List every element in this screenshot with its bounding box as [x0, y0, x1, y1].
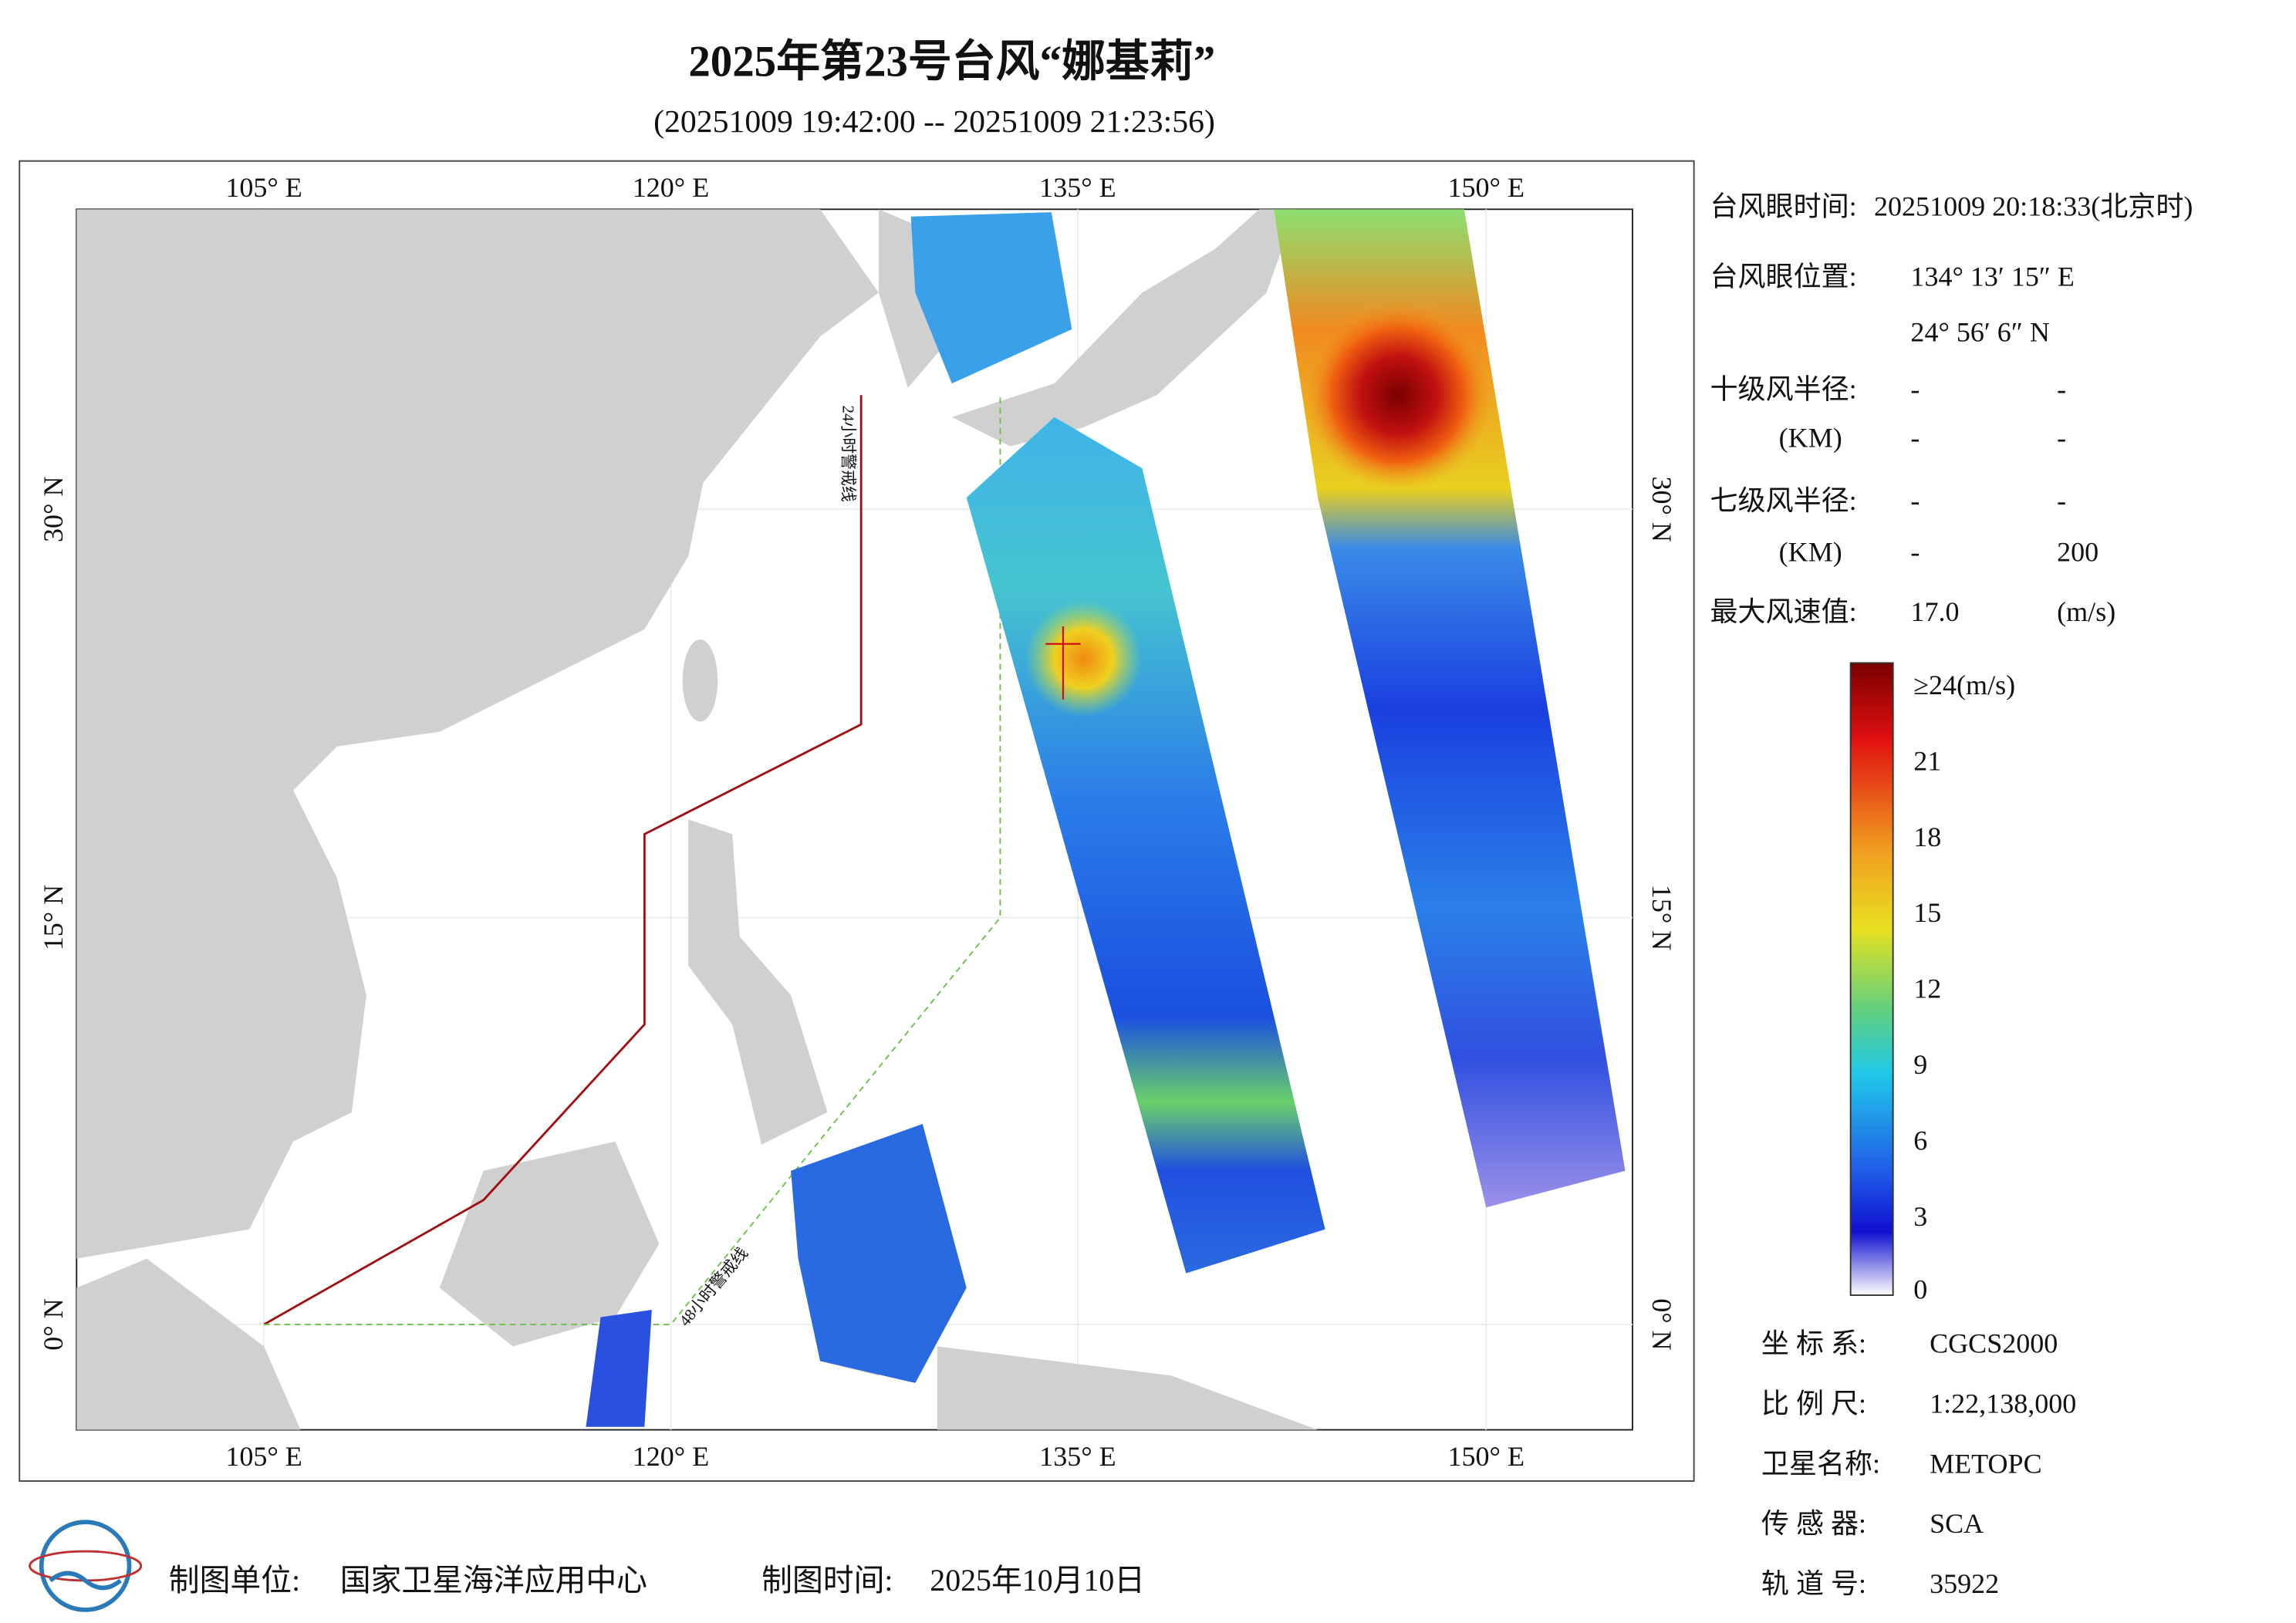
info-value: -: [1910, 485, 1920, 516]
wind-swath: [910, 212, 1072, 384]
wind-swath: [791, 1124, 967, 1383]
lat-labels: 30° N 15° N 0° N 30° N 15° N 0° N: [38, 476, 1677, 1350]
lat-label: 0° N: [1646, 1298, 1677, 1350]
info-value: 20251009 20:18:33(北京时): [1874, 191, 2193, 222]
info-value: 17.0: [1910, 596, 1959, 627]
lat-label: 30° N: [1646, 476, 1677, 542]
meta-label: 比 例 尺:: [1761, 1388, 1866, 1419]
info-value: -: [2057, 422, 2066, 453]
warning-line-24h: [263, 395, 863, 1326]
footer-value: 2025年10月10日: [930, 1563, 1145, 1598]
warning-line-48h: [264, 395, 1001, 1325]
lat-label: 15° N: [38, 885, 69, 950]
info-label: (KM): [1779, 422, 1842, 453]
map-border: [19, 160, 1695, 1482]
footer-label: 制图单位:: [169, 1563, 300, 1598]
wind-maximum: [1025, 599, 1143, 717]
info-value: 134° 13′ 15″ E: [1910, 262, 2074, 292]
info-value: -: [1910, 374, 1920, 405]
lon-label: 105° E: [225, 1441, 302, 1472]
meta-value: SCA: [1930, 1508, 1984, 1539]
info-panel: 台风眼时间: 20251009 20:18:33(北京时) 台风眼位置: 134° 1…: [1710, 191, 2193, 628]
lon-label: 120° E: [633, 1441, 709, 1472]
info-value: 200: [2057, 536, 2098, 567]
colorbar-label: 21: [1913, 745, 1941, 776]
lon-label: 150° E: [1448, 1441, 1524, 1472]
colorbar: [1849, 662, 1894, 1296]
info-value: -: [2057, 485, 2066, 516]
lon-label: 150° E: [1448, 172, 1524, 203]
map-content: [76, 209, 1633, 1430]
footer-value: 国家卫星海洋应用中心: [340, 1563, 647, 1598]
lon-label: 105° E: [225, 172, 302, 203]
colorbar-labels: ≥24(m/s) 21 18 15 12 9 6 3 0: [1913, 670, 2015, 1305]
meta-label: 轨 道 号:: [1761, 1568, 1866, 1599]
info-value: (m/s): [2057, 596, 2115, 627]
info-label: 七级风半径:: [1710, 485, 1857, 516]
meta-panel: 坐 标 系: CGCS2000 比 例 尺: 1:22,138,000 卫星名称: MET…: [1761, 1328, 2076, 1599]
colorbar-label: 3: [1913, 1201, 1927, 1232]
typhoon-core: [1303, 299, 1494, 491]
lat-label: 0° N: [38, 1298, 69, 1350]
logo: [29, 1520, 143, 1612]
lat-label: 15° N: [1646, 885, 1677, 950]
info-value: -: [1910, 422, 1920, 453]
lon-label: 120° E: [633, 172, 709, 203]
info-label: 台风眼时间:: [1710, 191, 1857, 222]
colorbar-label: 15: [1913, 897, 1941, 928]
meta-value: 35922: [1930, 1568, 1999, 1599]
info-value: -: [1910, 536, 1920, 567]
lon-label: 135° E: [1039, 172, 1116, 203]
line-label: 24小时警戒线: [839, 406, 857, 502]
colorbar-label: 12: [1913, 973, 1941, 1004]
meta-value: 1:22,138,000: [1930, 1388, 2076, 1419]
info-label: 最大风速值:: [1710, 596, 1857, 627]
lon-labels: 105° E 120° E 135° E 150° E 105° E 120° …: [225, 172, 1524, 1472]
colorbar-label: 9: [1913, 1049, 1927, 1080]
meta-value: CGCS2000: [1930, 1328, 2058, 1359]
colorbar-label: 0: [1913, 1274, 1927, 1304]
colorbar-label: 18: [1913, 822, 1941, 852]
colorbar-label: ≥24(m/s): [1913, 670, 2015, 700]
info-value: 24° 56′ 6″ N: [1910, 317, 2049, 348]
footer-label: 制图时间:: [761, 1563, 893, 1598]
meta-label: 坐 标 系:: [1761, 1328, 1866, 1359]
lat-label: 30° N: [38, 476, 69, 542]
title: 2025年第23号台风“娜基莉”: [688, 37, 1215, 86]
info-label: (KM): [1779, 536, 1842, 567]
wind-swath: [586, 1309, 652, 1427]
meta-label: 卫星名称:: [1761, 1448, 1880, 1479]
info-label: 台风眼位置:: [1710, 262, 1857, 292]
lon-label: 135° E: [1039, 1441, 1116, 1472]
meta-label: 传 感 器:: [1761, 1508, 1866, 1539]
info-label: 十级风半径:: [1710, 374, 1857, 405]
colorbar-label: 6: [1913, 1125, 1927, 1156]
subtitle: (20251009 19:42:00 -- 20251009 21:23:56): [653, 104, 1215, 140]
eye-marker: [1045, 626, 1081, 700]
meta-value: METOPC: [1930, 1448, 2041, 1479]
info-value: -: [2057, 374, 2066, 405]
